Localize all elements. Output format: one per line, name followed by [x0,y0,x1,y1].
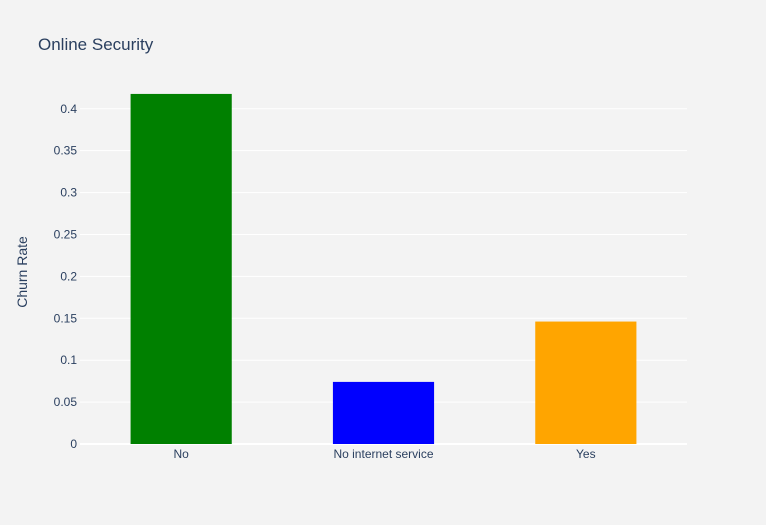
y-tick-label: 0.1 [60,353,77,367]
y-tick-label: 0 [70,437,77,451]
x-tick-label: No internet service [333,447,433,461]
plot-area [80,93,687,445]
chart-title: Online Security [38,35,154,54]
y-tick-label: 0.25 [54,227,78,241]
bars [130,93,637,445]
x-tick-label: No [173,447,189,461]
y-axis: 0 0.05 0.1 0.15 0.2 0.25 0.3 0.35 0.4 [54,102,78,451]
y-tick-label: 0.4 [60,102,77,116]
x-tick-label: Yes [576,447,596,461]
y-tick-label: 0.2 [60,269,77,283]
y-tick-label: 0.05 [54,395,78,409]
bar-no[interactable] [130,93,232,445]
y-tick-label: 0.3 [60,186,77,200]
y-axis-title: Churn Rate [14,236,30,308]
y-tick-label: 0.35 [54,144,78,158]
bar-no-internet-service[interactable] [332,381,435,444]
y-tick-label: 0.15 [54,311,78,325]
x-axis: No No internet service Yes [173,447,595,461]
bar-yes[interactable] [535,321,637,444]
